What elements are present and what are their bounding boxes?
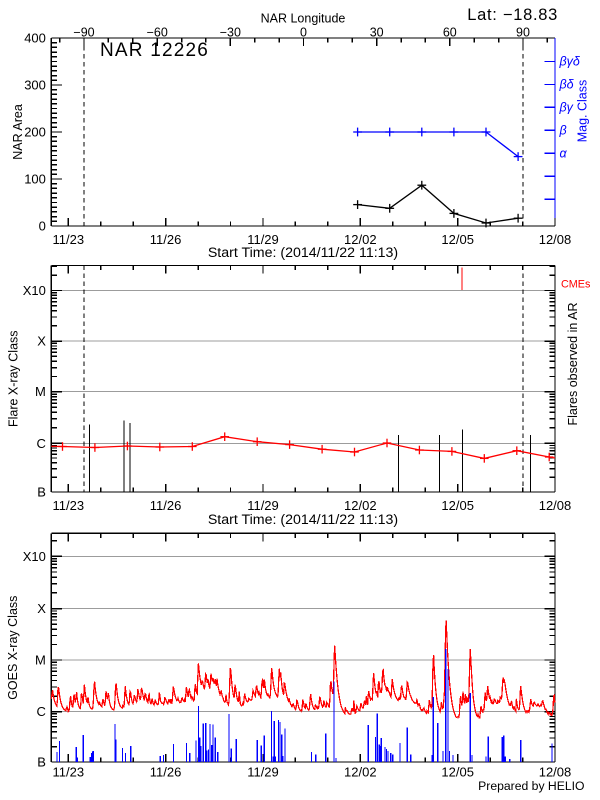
svg-text:C: C <box>37 436 46 451</box>
svg-text:NAR 12226: NAR 12226 <box>100 40 209 61</box>
svg-text:0: 0 <box>300 26 307 40</box>
svg-text:0: 0 <box>39 219 46 234</box>
svg-text:NAR Area: NAR Area <box>11 104 25 160</box>
svg-text:M: M <box>35 653 46 668</box>
svg-text:−60: −60 <box>147 26 168 40</box>
svg-text:12/05: 12/05 <box>441 498 474 513</box>
svg-text:Flares observed in AR: Flares observed in AR <box>566 303 580 426</box>
svg-text:Start Time: (2014/11/22 11:13): Start Time: (2014/11/22 11:13) <box>208 245 398 261</box>
svg-text:Start Time: (2014/11/22 11:13): Start Time: (2014/11/22 11:13) <box>208 512 398 528</box>
svg-text:B: B <box>37 485 46 500</box>
svg-text:12/02: 12/02 <box>344 498 377 513</box>
svg-text:GOES X-ray Class: GOES X-ray Class <box>6 596 20 700</box>
svg-text:12/08: 12/08 <box>539 498 572 513</box>
svg-text:NAR Longitude: NAR Longitude <box>261 12 346 26</box>
svg-text:11/26: 11/26 <box>150 765 182 780</box>
svg-text:12/05: 12/05 <box>441 765 474 780</box>
svg-text:12/08: 12/08 <box>539 765 572 780</box>
svg-text:11/26: 11/26 <box>150 498 182 513</box>
svg-text:B: B <box>37 755 46 770</box>
svg-text:X: X <box>37 601 46 616</box>
svg-text:11/23: 11/23 <box>53 765 85 780</box>
svg-text:12/05: 12/05 <box>441 232 474 247</box>
svg-text:α: α <box>560 147 568 161</box>
svg-text:Lat: −18.83: Lat: −18.83 <box>467 6 558 24</box>
svg-text:200: 200 <box>24 125 46 140</box>
svg-text:−90: −90 <box>73 26 94 40</box>
svg-text:Flare X-ray Class: Flare X-ray Class <box>7 330 21 427</box>
svg-text:11/26: 11/26 <box>150 232 182 247</box>
svg-text:90: 90 <box>516 26 530 40</box>
svg-text:100: 100 <box>24 172 46 187</box>
svg-text:11/29: 11/29 <box>247 232 279 247</box>
svg-text:12/02: 12/02 <box>344 765 377 780</box>
svg-text:11/29: 11/29 <box>247 498 279 513</box>
svg-text:400: 400 <box>24 31 46 46</box>
svg-text:−30: −30 <box>220 26 241 40</box>
svg-text:11/23: 11/23 <box>53 232 85 247</box>
svg-text:11/29: 11/29 <box>247 765 279 780</box>
svg-text:β: β <box>559 124 567 138</box>
svg-text:X10: X10 <box>23 283 46 298</box>
svg-text:βγ: βγ <box>559 101 574 115</box>
svg-text:βγδ: βγδ <box>559 55 581 69</box>
svg-text:Mag. Class: Mag. Class <box>576 80 590 143</box>
svg-text:X10: X10 <box>23 549 46 564</box>
svg-text:CMEs: CMEs <box>561 279 591 291</box>
svg-text:Prepared by HELIO: Prepared by HELIO <box>478 779 584 793</box>
svg-text:300: 300 <box>24 78 46 93</box>
svg-text:12/02: 12/02 <box>344 232 377 247</box>
svg-text:X: X <box>37 334 46 349</box>
svg-text:M: M <box>35 384 46 399</box>
svg-text:12/08: 12/08 <box>539 232 572 247</box>
svg-text:11/23: 11/23 <box>53 498 85 513</box>
svg-text:30: 30 <box>370 26 384 40</box>
svg-text:60: 60 <box>443 26 457 40</box>
svg-text:C: C <box>37 704 46 719</box>
svg-text:βδ: βδ <box>559 78 575 92</box>
